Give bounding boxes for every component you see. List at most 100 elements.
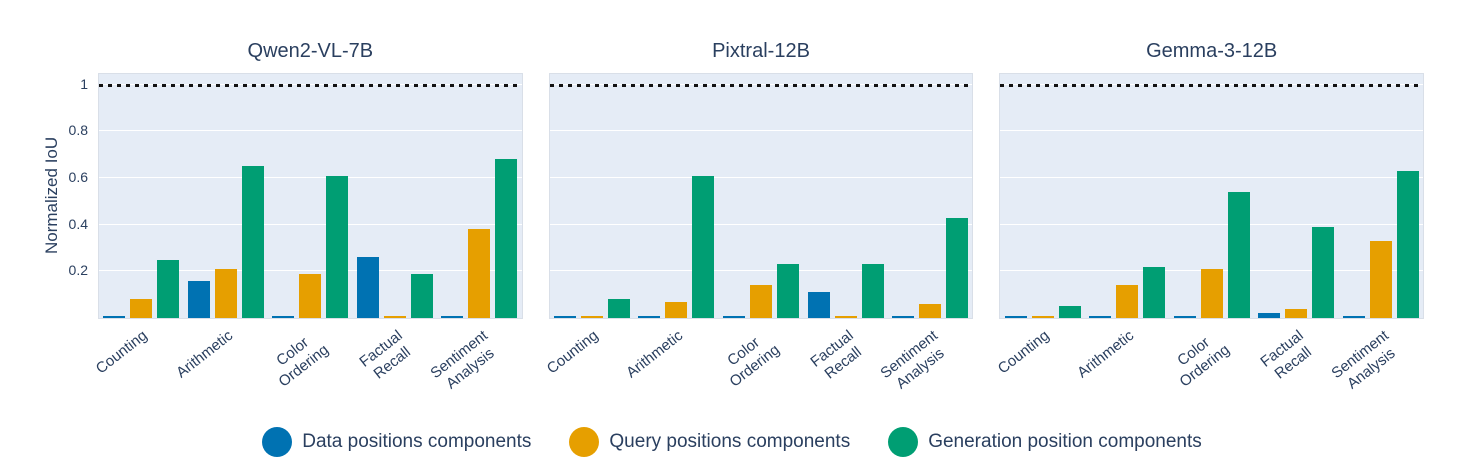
bar <box>777 264 799 318</box>
bar-group <box>184 74 269 318</box>
gridline <box>549 223 973 225</box>
bar <box>103 315 126 318</box>
bar <box>750 285 772 318</box>
legend-item-data-positions: Data positions components <box>262 427 531 457</box>
subplot-qwen2-vl-7b: Qwen2-VL-7B Counting Arithmetic Color Orde… <box>93 38 523 415</box>
x-tick-label: Factual Recall <box>356 327 414 383</box>
bar <box>892 315 915 318</box>
legend-label: Data positions components <box>302 431 532 452</box>
bar <box>807 292 830 318</box>
x-tick-label: Color Ordering <box>723 333 783 391</box>
bar <box>919 304 942 318</box>
y-axis-title: Normalized IoU <box>42 136 61 254</box>
x-tick-label: Sentiment Analysis <box>1328 327 1399 393</box>
x-tick-label: Counting <box>543 327 602 378</box>
bar <box>692 175 715 318</box>
gridline <box>99 270 522 272</box>
bar <box>553 315 576 318</box>
bar-group <box>268 74 353 318</box>
x-tick-label: Color Ordering <box>1174 333 1234 391</box>
bar-group <box>550 74 635 318</box>
bar-group <box>353 74 438 318</box>
bar <box>1369 240 1392 318</box>
legend-swatch-circle-icon <box>888 427 919 457</box>
bar <box>1342 315 1365 318</box>
bar <box>1089 315 1112 318</box>
gridline <box>99 130 522 132</box>
gridline <box>1000 176 1424 178</box>
plot-area <box>98 73 523 319</box>
legend-swatch-circle-icon <box>569 427 600 457</box>
plot-area <box>999 73 1425 319</box>
x-tick-label: Sentiment Analysis <box>877 327 948 393</box>
bar-group <box>634 74 719 318</box>
x-tick-label: Arithmetic <box>623 327 687 382</box>
legend-label: Query positions components <box>609 431 851 452</box>
bar <box>665 301 688 318</box>
legend-swatch-circle-icon <box>262 427 293 457</box>
bar <box>1004 315 1027 318</box>
subplot-gemma-3-12b: Gemma-3-12B Counting Arithmetic Color Orde… <box>994 38 1425 415</box>
x-tick-label: Counting <box>93 327 151 378</box>
legend-item-query-positions: Query positions components <box>569 427 850 457</box>
reference-line <box>549 83 973 87</box>
gridline <box>1000 223 1424 225</box>
bar <box>1396 170 1419 318</box>
bar-group <box>1254 74 1339 318</box>
bar <box>410 273 433 318</box>
bar <box>157 259 180 318</box>
legend-item-generation-position: Generation position components <box>888 427 1202 457</box>
x-tick-label: Factual Recall <box>1257 327 1316 383</box>
bar <box>299 273 322 318</box>
y-tick-label: 0.6 <box>68 168 88 185</box>
x-axis-labels: Counting Arithmetic Color Ordering Factual … <box>544 319 974 415</box>
bar <box>638 315 661 318</box>
y-tick-label: 0.2 <box>68 262 88 279</box>
x-tick-label: Counting <box>994 327 1053 378</box>
bar <box>834 315 857 318</box>
x-tick-label: Arithmetic <box>1074 327 1138 382</box>
bar <box>130 299 153 318</box>
y-tick-label: 0.8 <box>68 122 88 139</box>
x-axis-labels: Counting Arithmetic Color Ordering Factual … <box>994 319 1424 415</box>
gridline <box>99 223 522 225</box>
charts-row: Qwen2-VL-7B Counting Arithmetic Color Orde… <box>0 38 1425 415</box>
bar <box>1058 306 1081 318</box>
bar <box>468 229 491 318</box>
bar <box>383 315 406 318</box>
bar <box>441 315 464 318</box>
x-axis-labels: Counting Arithmetic Color Ordering Factual … <box>93 319 523 415</box>
bar <box>1258 313 1281 318</box>
bar-group <box>1169 74 1254 318</box>
x-tick-label: Arithmetic <box>172 327 236 382</box>
bar <box>241 166 264 318</box>
bar <box>946 217 969 318</box>
bar-group <box>1000 74 1085 318</box>
bar <box>214 268 237 318</box>
y-tick-label: 1 <box>80 75 88 92</box>
y-axis-ticks: 0.2 0.4 0.6 0.8 1 <box>0 73 92 317</box>
y-tick-label: 0.4 <box>68 215 88 232</box>
gridline <box>99 176 522 178</box>
bar-group <box>1085 74 1170 318</box>
bar-group <box>719 74 804 318</box>
bar <box>356 257 379 318</box>
bar-group <box>99 74 184 318</box>
legend-label: Generation position components <box>928 431 1202 452</box>
bar <box>580 315 603 318</box>
bar <box>1173 315 1196 318</box>
bar <box>723 315 745 318</box>
plot-area <box>548 73 974 319</box>
reference-line <box>1000 83 1424 87</box>
bar <box>1200 268 1223 318</box>
bar <box>1285 308 1308 318</box>
subplot-pixtral-12b: Pixtral-12B Counting Arithmetic Color Orde… <box>544 38 974 415</box>
gridline <box>549 270 973 272</box>
x-tick-label: Factual Recall <box>807 327 865 383</box>
x-tick-label: Color Ordering <box>273 333 332 391</box>
bar-group <box>1338 74 1423 318</box>
bar <box>1116 285 1139 318</box>
bar <box>187 280 210 318</box>
bar <box>1312 226 1335 318</box>
gridline <box>1000 130 1424 132</box>
